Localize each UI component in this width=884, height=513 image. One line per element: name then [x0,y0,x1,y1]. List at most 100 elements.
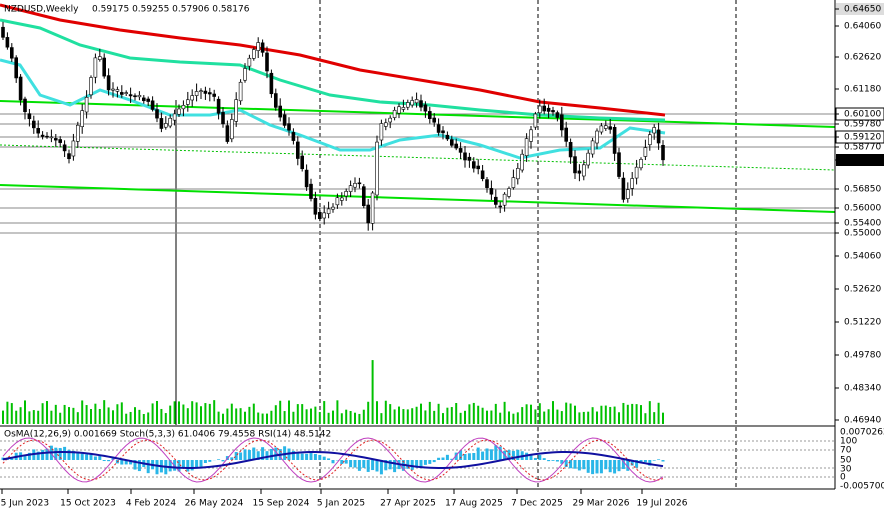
osma-bar [305,453,309,460]
price-label: 0.62620 [844,53,881,63]
osma-bar [586,460,590,473]
date-axis: 25 Jun 2023 15 Oct 2023 4 Feb 2024 26 May 2… [0,489,688,509]
candle [89,77,93,96]
osma-bar [498,446,502,460]
candle [432,117,437,123]
candle [53,138,58,141]
osma-bar [551,460,555,461]
candle [485,179,489,188]
candle [599,125,604,133]
candle [388,117,393,123]
osma-bar [155,460,159,475]
date-label: 7 Dec 2025 [511,499,563,509]
candle [190,95,194,101]
osma-bar [247,449,251,460]
indicator-axis-label: 50 [840,456,852,466]
candle [260,42,265,53]
osma-bar [494,445,498,460]
osma-bar [406,460,410,469]
price-box [836,154,884,166]
date-label: 29 Mar 2026 [572,499,629,509]
candle [397,106,401,114]
candle [423,104,428,112]
candle [278,105,283,118]
candle [159,118,164,129]
candle [181,105,186,110]
osma-bar [529,455,533,460]
price-label: 0.56000 [844,204,881,214]
osma-bar [344,460,348,464]
candle [335,197,340,206]
candle [120,92,124,95]
osma-bar [547,460,551,462]
candle [454,143,459,149]
ma-cyan [0,58,666,160]
osma-bar [327,458,331,460]
grid [175,0,737,490]
candle [62,144,67,152]
candle [643,147,648,157]
osma-bar [349,460,353,468]
osma-bar [467,453,471,460]
candle [234,99,238,122]
osma-bar [239,452,243,460]
candle [630,178,635,189]
osma-bar [120,460,124,465]
candle [621,177,626,200]
candle [326,208,331,214]
osma-bar [181,460,185,468]
candle [502,193,507,206]
price-label: 0.51220 [844,318,881,328]
candle [524,138,529,157]
indicator-axis-label: 30 [840,465,852,475]
osma-bar [445,454,449,460]
volume [2,360,664,424]
osma-bar [318,454,322,460]
date-label: 27 Apr 2025 [380,499,436,509]
osma-bar [538,455,542,460]
candle [146,98,150,102]
osma-bar [243,449,247,460]
candle [427,111,432,119]
candle [595,130,599,144]
candle [647,134,652,146]
candle [458,148,463,153]
candle [625,189,630,199]
osma-bar [516,449,520,460]
osma-bar [261,447,265,460]
candle [164,123,168,128]
osma-bar [533,457,537,460]
date-label: 15 Oct 2023 [60,499,116,509]
date-label: 17 Aug 2025 [445,499,503,509]
price-label: 0.46940 [844,416,881,426]
candle [212,93,216,97]
osma-bar [76,452,80,460]
osma-bar [652,460,656,461]
osma-bar [635,460,639,468]
candle [441,130,445,134]
candle [573,156,577,174]
candle [10,47,14,59]
candle [375,141,379,196]
price-label: 0.58770 [844,143,881,153]
candle [243,68,247,81]
candle [357,182,362,185]
osma-bar [27,452,31,460]
candle [111,88,115,91]
candle [309,183,313,199]
candle [577,170,582,174]
candle [45,135,49,138]
osma-bar [481,451,485,460]
price-label: 0.61180 [844,85,881,95]
candle [419,100,423,108]
osma-bar [230,457,234,460]
osma-bar [595,460,599,474]
osma-bar [313,453,317,460]
trend-line [0,144,836,171]
osma-bar [177,460,181,472]
candle [172,113,177,121]
candle [49,136,54,139]
date-label: 26 May 2024 [185,499,244,509]
indicator-pane [0,437,835,483]
